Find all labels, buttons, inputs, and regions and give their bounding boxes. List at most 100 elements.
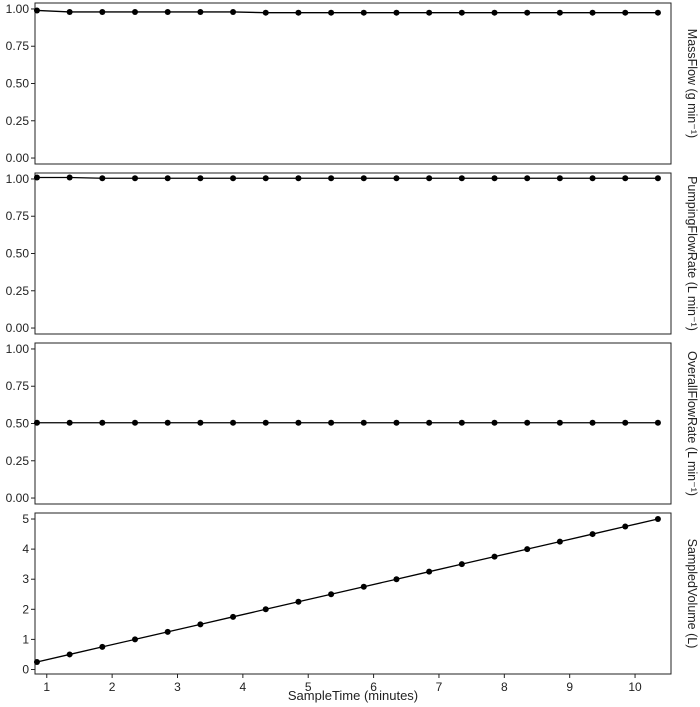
data-point bbox=[197, 8, 204, 15]
data-point bbox=[295, 175, 302, 182]
data-point bbox=[491, 9, 498, 16]
data-point bbox=[426, 419, 433, 426]
data-point bbox=[360, 583, 367, 590]
data-point bbox=[164, 175, 171, 182]
x-tick-label: 2 bbox=[109, 680, 116, 694]
x-axis-title: SampleTime (minutes) bbox=[288, 688, 418, 703]
y-tick-label: 0.25 bbox=[6, 284, 30, 298]
x-tick-label: 10 bbox=[628, 680, 642, 694]
data-point bbox=[328, 175, 335, 182]
x-tick-label: 6 bbox=[370, 680, 377, 694]
data-point bbox=[295, 9, 302, 16]
y-tick-label: 0.50 bbox=[6, 417, 30, 431]
data-point bbox=[328, 9, 335, 16]
data-point bbox=[524, 175, 531, 182]
facet-panel: 0.00 0.25 0.50 0.75 1.00 OverallFlowRate (L m… bbox=[6, 342, 699, 505]
data-point bbox=[654, 9, 661, 16]
y-tick-label: 0.75 bbox=[6, 209, 30, 223]
y-tick-label: 0.00 bbox=[6, 151, 30, 165]
y-tick-label: 1 bbox=[22, 632, 29, 646]
panel-frame bbox=[34, 2, 672, 165]
data-point bbox=[491, 419, 498, 426]
data-point bbox=[589, 419, 596, 426]
data-point bbox=[556, 419, 563, 426]
data-point bbox=[66, 174, 73, 181]
y-tick-label: 1.00 bbox=[6, 172, 30, 186]
data-point bbox=[622, 9, 629, 16]
data-point bbox=[230, 175, 237, 182]
data-point bbox=[556, 175, 563, 182]
data-point bbox=[654, 175, 661, 182]
data-point bbox=[556, 538, 563, 545]
data-point bbox=[458, 175, 465, 182]
data-point bbox=[622, 175, 629, 182]
data-point bbox=[295, 598, 302, 605]
data-point bbox=[654, 516, 661, 523]
data-point bbox=[99, 643, 106, 650]
y-tick-label: 5 bbox=[22, 512, 29, 526]
data-point bbox=[164, 628, 171, 635]
y-tick-label: 0.25 bbox=[6, 454, 30, 468]
y-tick-label: 0.00 bbox=[6, 491, 30, 505]
data-point bbox=[132, 175, 139, 182]
data-point bbox=[66, 8, 73, 15]
data-point bbox=[99, 175, 106, 182]
facet-strip-label: PumpingFlowRate (L min⁻¹) bbox=[685, 176, 699, 331]
data-point bbox=[458, 561, 465, 568]
series-line bbox=[36, 518, 659, 663]
x-axis: 1 2 3 4 5 6 7 8 9 10 bbox=[43, 674, 642, 694]
data-point bbox=[33, 174, 40, 181]
x-tick-label: 9 bbox=[566, 680, 573, 694]
facet-panel: 0.00 0.25 0.50 0.75 1.00 PumpingFlowRate (L m… bbox=[6, 172, 699, 335]
data-point bbox=[654, 419, 661, 426]
data-point bbox=[164, 8, 171, 15]
data-point bbox=[99, 419, 106, 426]
facet-panel: 0 1 2 3 4 5 SampledVolume (L) bbox=[22, 512, 699, 676]
y-tick-label: 0 bbox=[22, 662, 29, 676]
data-point bbox=[262, 9, 269, 16]
data-point bbox=[556, 9, 563, 16]
y-tick-label: 0.50 bbox=[6, 247, 30, 261]
facet-strip-label: OverallFlowRate (L min⁻¹) bbox=[685, 351, 699, 496]
data-point bbox=[589, 9, 596, 16]
data-point bbox=[66, 651, 73, 658]
data-point bbox=[164, 419, 171, 426]
facet-panels: 0.00 0.25 0.50 0.75 1.00 MassFlow (g min⁻¹) 0.… bbox=[6, 2, 699, 677]
data-point bbox=[230, 8, 237, 15]
y-tick-label: 0.25 bbox=[6, 114, 30, 128]
data-point bbox=[524, 9, 531, 16]
panel-frame bbox=[34, 342, 672, 505]
data-point bbox=[393, 175, 400, 182]
data-point bbox=[230, 613, 237, 620]
data-point bbox=[328, 419, 335, 426]
panel-frame bbox=[34, 172, 672, 335]
facet-strip-label: MassFlow (g min⁻¹) bbox=[685, 29, 699, 138]
data-point bbox=[197, 175, 204, 182]
data-point bbox=[328, 591, 335, 598]
facet-strip-label: SampledVolume (L) bbox=[685, 539, 699, 649]
x-tick-label: 5 bbox=[305, 680, 312, 694]
data-point bbox=[132, 636, 139, 643]
y-tick-label: 2 bbox=[22, 602, 29, 616]
data-point bbox=[622, 523, 629, 530]
data-point bbox=[426, 9, 433, 16]
data-point bbox=[132, 8, 139, 15]
data-point bbox=[33, 419, 40, 426]
data-point bbox=[426, 568, 433, 575]
data-point bbox=[197, 419, 204, 426]
data-point bbox=[262, 419, 269, 426]
y-tick-label: 3 bbox=[22, 572, 29, 586]
y-tick-label: 0.50 bbox=[6, 77, 30, 91]
y-tick-label: 4 bbox=[22, 542, 29, 556]
data-point bbox=[360, 175, 367, 182]
data-point bbox=[33, 7, 40, 14]
data-point bbox=[393, 9, 400, 16]
y-tick-label: 0.75 bbox=[6, 39, 30, 53]
data-point bbox=[589, 175, 596, 182]
data-point bbox=[132, 419, 139, 426]
series-line bbox=[36, 176, 658, 179]
data-point bbox=[491, 553, 498, 560]
data-point bbox=[393, 419, 400, 426]
y-tick-label: 0.75 bbox=[6, 379, 30, 393]
